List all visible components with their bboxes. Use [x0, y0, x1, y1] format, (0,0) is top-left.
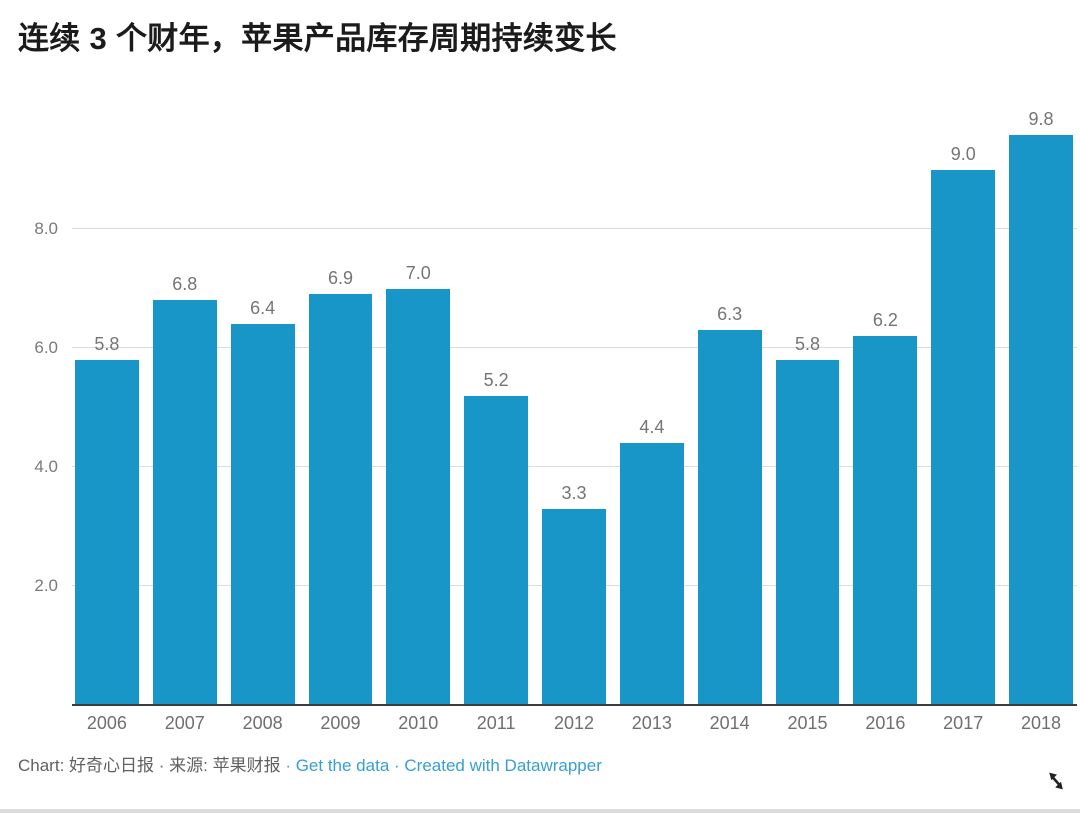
- plot-area: 5.8 6.8 6.4 6.9 7.0 5.2 3.3 4.4 6.3 5.8 6.2 9.0 9.8: [72, 110, 1077, 706]
- bar-column: 4.4: [619, 110, 684, 705]
- separator: ·: [389, 756, 405, 775]
- gridline: [72, 347, 1077, 348]
- x-tick-label: 2015: [787, 713, 828, 733]
- x-tick-label: 2017: [943, 713, 984, 733]
- x-tick-label: 2016: [865, 713, 906, 733]
- chart-title: 连续 3 个财年，苹果产品库存周期持续变长: [18, 21, 617, 56]
- bar[interactable]: [386, 288, 451, 705]
- bar-value-label: 5.8: [795, 333, 821, 354]
- bar[interactable]: [931, 169, 996, 705]
- bar[interactable]: [152, 300, 217, 705]
- bar-column: 9.0: [931, 110, 996, 705]
- bar[interactable]: [775, 359, 840, 705]
- bar-value-label: 6.8: [172, 274, 198, 295]
- bar-value-label: 5.2: [483, 369, 509, 390]
- x-tick-label: 2014: [709, 713, 750, 733]
- x-tick-label: 2006: [86, 713, 127, 733]
- bar-value-label: 6.9: [327, 268, 353, 289]
- bar-value-label: 6.4: [250, 298, 276, 319]
- bar[interactable]: [464, 395, 529, 705]
- bar-column: 5.8: [775, 110, 840, 705]
- bar[interactable]: [75, 359, 139, 705]
- bar-column: 7.0: [386, 110, 451, 705]
- separator: ·: [154, 756, 170, 775]
- bar[interactable]: [853, 336, 918, 705]
- bar-column: 6.3: [697, 110, 762, 705]
- bar-value-label: 9.8: [1028, 109, 1054, 129]
- bar[interactable]: [308, 294, 373, 705]
- y-tick-label: 6.0: [34, 338, 58, 357]
- x-tick-label: 2009: [320, 713, 361, 733]
- x-tick-label: 2011: [476, 713, 516, 733]
- x-tick-label: 2013: [631, 713, 672, 733]
- get-the-data-link[interactable]: Get the data: [295, 756, 390, 775]
- bar-value-label: 5.8: [94, 333, 120, 354]
- bar[interactable]: [619, 443, 684, 705]
- source-credit: 来源: 苹果财报: [169, 756, 281, 775]
- bar-column: 6.4: [230, 110, 295, 705]
- bar-value-label: 6.3: [717, 304, 743, 325]
- x-axis-line: [72, 704, 1077, 706]
- x-tick-label: 2008: [242, 713, 283, 733]
- chart-credit: Chart: 好奇心日报: [18, 756, 155, 775]
- bar-column: 3.3: [542, 110, 606, 705]
- bar-column: 6.9: [308, 110, 373, 705]
- y-tick-label: 8.0: [34, 219, 58, 238]
- x-tick-label: 2018: [1021, 713, 1062, 733]
- bar[interactable]: [542, 508, 606, 705]
- bar-value-label: 9.0: [950, 143, 976, 164]
- x-tick-label: 2007: [164, 713, 205, 733]
- x-tick-label: 2010: [398, 713, 439, 733]
- x-tick-label: 2012: [553, 713, 594, 733]
- bar-column: 9.8: [1009, 110, 1073, 705]
- bar-value-label: 4.4: [639, 417, 665, 438]
- separator: ·: [280, 756, 296, 775]
- bar[interactable]: [1009, 135, 1073, 705]
- bars-container: 5.8 6.8 6.4 6.9 7.0 5.2 3.3 4.4 6.3 5.8 6.2 9.0 9.8: [75, 110, 1073, 705]
- y-tick-label: 4.0: [34, 457, 58, 476]
- created-with-datawrapper-link[interactable]: Created with Datawrapper: [404, 756, 602, 775]
- resize-diagonal-icon[interactable]: [1045, 769, 1067, 793]
- y-tick-label: 2.0: [34, 576, 58, 595]
- bar-column: 6.2: [853, 110, 918, 705]
- bar-column: 6.8: [152, 110, 217, 705]
- bar[interactable]: [697, 330, 762, 705]
- bar-value-label: 7.0: [405, 262, 431, 283]
- bar-value-label: 3.3: [561, 482, 587, 503]
- bar[interactable]: [230, 324, 295, 705]
- bar-column: 5.2: [464, 110, 529, 705]
- footer: Chart: 好奇心日报 · 来源: 苹果财报 · Get the data ·…: [18, 755, 602, 777]
- bar-value-label: 6.2: [872, 310, 898, 331]
- bar-column: 5.8: [75, 110, 139, 705]
- y-axis-labels: 2.0 4.0 6.0 8.0: [0, 110, 62, 705]
- gridline: [72, 228, 1077, 229]
- gridline: [72, 466, 1077, 467]
- x-axis-labels: 2006 2007 2008 2009 2010 2011 2012 2013 2014 2015…: [75, 712, 1073, 734]
